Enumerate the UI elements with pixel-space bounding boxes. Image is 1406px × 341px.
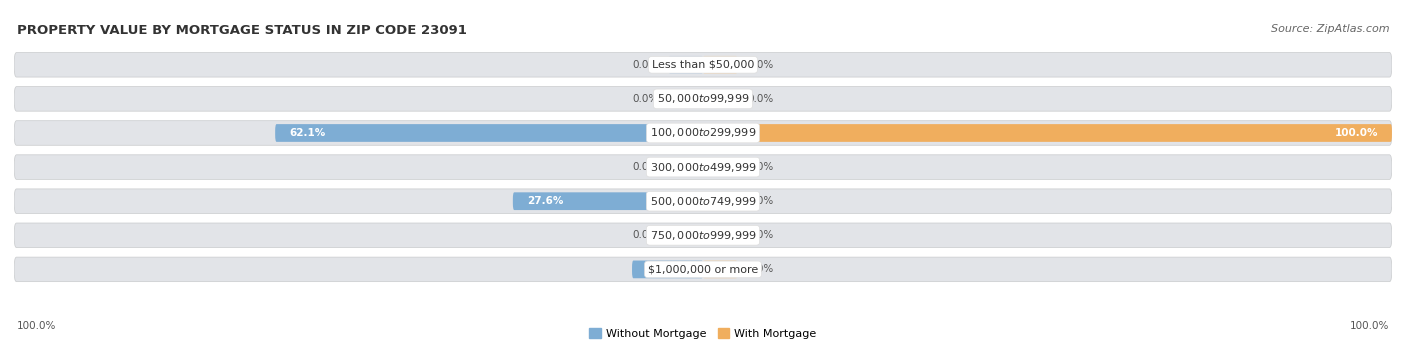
Text: 62.1%: 62.1% [290, 128, 325, 138]
Text: $100,000 to $299,999: $100,000 to $299,999 [650, 127, 756, 139]
Text: 0.0%: 0.0% [748, 162, 775, 172]
FancyBboxPatch shape [703, 90, 738, 108]
FancyBboxPatch shape [513, 192, 703, 210]
Text: 10.3%: 10.3% [645, 264, 682, 275]
FancyBboxPatch shape [14, 53, 1392, 77]
FancyBboxPatch shape [14, 189, 1392, 213]
Text: 0.0%: 0.0% [631, 162, 658, 172]
Text: 0.0%: 0.0% [631, 94, 658, 104]
FancyBboxPatch shape [703, 261, 738, 278]
FancyBboxPatch shape [703, 124, 1392, 142]
Text: 0.0%: 0.0% [631, 60, 658, 70]
Text: 0.0%: 0.0% [748, 196, 775, 206]
Text: 27.6%: 27.6% [527, 196, 562, 206]
FancyBboxPatch shape [703, 192, 738, 210]
FancyBboxPatch shape [669, 56, 703, 74]
Text: 100.0%: 100.0% [17, 321, 56, 331]
FancyBboxPatch shape [703, 56, 738, 74]
FancyBboxPatch shape [14, 155, 1392, 179]
Text: $50,000 to $99,999: $50,000 to $99,999 [657, 92, 749, 105]
Text: 100.0%: 100.0% [1334, 128, 1378, 138]
Text: Source: ZipAtlas.com: Source: ZipAtlas.com [1271, 24, 1389, 34]
Text: PROPERTY VALUE BY MORTGAGE STATUS IN ZIP CODE 23091: PROPERTY VALUE BY MORTGAGE STATUS IN ZIP… [17, 24, 467, 37]
Text: 0.0%: 0.0% [748, 94, 775, 104]
FancyBboxPatch shape [14, 121, 1392, 145]
Text: Less than $50,000: Less than $50,000 [652, 60, 754, 70]
FancyBboxPatch shape [669, 158, 703, 176]
FancyBboxPatch shape [14, 87, 1392, 111]
FancyBboxPatch shape [669, 226, 703, 244]
FancyBboxPatch shape [669, 90, 703, 108]
Text: $1,000,000 or more: $1,000,000 or more [648, 264, 758, 275]
FancyBboxPatch shape [703, 226, 738, 244]
Text: 0.0%: 0.0% [748, 264, 775, 275]
Text: $500,000 to $749,999: $500,000 to $749,999 [650, 195, 756, 208]
Text: $300,000 to $499,999: $300,000 to $499,999 [650, 161, 756, 174]
FancyBboxPatch shape [276, 124, 703, 142]
Text: $750,000 to $999,999: $750,000 to $999,999 [650, 229, 756, 242]
FancyBboxPatch shape [703, 158, 738, 176]
FancyBboxPatch shape [14, 223, 1392, 248]
Legend: Without Mortgage, With Mortgage: Without Mortgage, With Mortgage [585, 324, 821, 341]
Text: 100.0%: 100.0% [1350, 321, 1389, 331]
FancyBboxPatch shape [14, 257, 1392, 282]
Text: 0.0%: 0.0% [631, 230, 658, 240]
FancyBboxPatch shape [633, 261, 703, 278]
Text: 0.0%: 0.0% [748, 60, 775, 70]
Text: 0.0%: 0.0% [748, 230, 775, 240]
